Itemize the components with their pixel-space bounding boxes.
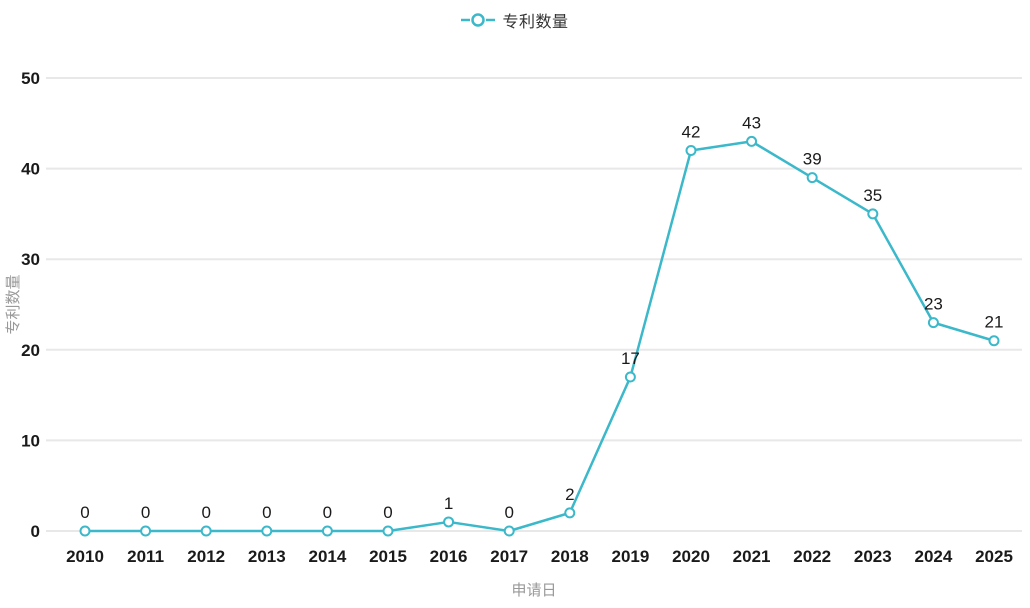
data-point[interactable] <box>79 525 91 537</box>
data-point-label: 1 <box>444 494 453 513</box>
x-tick-label: 2025 <box>975 547 1013 566</box>
x-tick-label: 2019 <box>611 547 649 566</box>
data-point[interactable] <box>382 525 394 537</box>
data-point-label: 23 <box>924 295 943 314</box>
data-point-label: 0 <box>504 503 513 522</box>
data-point[interactable] <box>988 335 1000 347</box>
x-tick-label: 2012 <box>187 547 225 566</box>
x-tick-label: 2010 <box>66 547 104 566</box>
data-point[interactable] <box>867 208 879 220</box>
data-point[interactable] <box>503 525 515 537</box>
x-tick-label: 2022 <box>793 547 831 566</box>
data-point[interactable] <box>624 371 636 383</box>
data-point-label: 35 <box>863 186 882 205</box>
data-point-label: 39 <box>803 150 822 169</box>
data-point-label: 0 <box>383 503 392 522</box>
y-axis-title: 专利数量 <box>5 274 22 334</box>
data-point-label: 21 <box>985 313 1004 332</box>
data-point-label: 0 <box>201 503 210 522</box>
data-point-label: 0 <box>323 503 332 522</box>
x-tick-label: 2016 <box>430 547 468 566</box>
data-point[interactable] <box>140 525 152 537</box>
y-tick-label: 0 <box>31 522 40 541</box>
y-tick-label: 20 <box>21 341 40 360</box>
y-tick-label: 40 <box>21 160 40 179</box>
data-point-label: 43 <box>742 113 761 132</box>
x-tick-label: 2024 <box>914 547 952 566</box>
legend-line-marker-icon <box>461 13 496 27</box>
x-tick-label: 2021 <box>733 547 771 566</box>
y-tick-label: 50 <box>21 69 40 88</box>
data-point[interactable] <box>564 507 576 519</box>
x-tick-label: 2020 <box>672 547 710 566</box>
x-tick-label: 2023 <box>854 547 892 566</box>
series-line <box>83 140 996 533</box>
data-point[interactable] <box>261 525 273 537</box>
data-point-label: 2 <box>565 485 574 504</box>
x-tick-label: 2013 <box>248 547 286 566</box>
y-tick-label: 10 <box>21 431 40 450</box>
legend-label: 专利数量 <box>502 14 569 31</box>
x-tick-label: 2015 <box>369 547 407 566</box>
data-point[interactable] <box>685 144 697 156</box>
x-tick-label: 2017 <box>490 547 528 566</box>
data-point[interactable] <box>746 135 758 147</box>
data-point[interactable] <box>806 172 818 184</box>
data-point[interactable] <box>443 516 455 528</box>
data-point-label: 17 <box>621 349 640 368</box>
legend[interactable]: 专利数量 <box>0 6 1030 34</box>
x-tick-label: 2014 <box>308 547 346 566</box>
data-point-label: 0 <box>262 503 271 522</box>
x-tick-label: 2011 <box>127 547 164 566</box>
data-point[interactable] <box>321 525 333 537</box>
data-point-label: 42 <box>682 122 701 141</box>
data-point-label: 0 <box>80 503 89 522</box>
data-point[interactable] <box>927 317 939 329</box>
x-axis-title: 申请日 <box>511 582 556 599</box>
data-point[interactable] <box>200 525 212 537</box>
y-tick-label: 30 <box>21 250 40 269</box>
x-tick-label: 2018 <box>551 547 589 566</box>
data-point-label: 0 <box>141 503 150 522</box>
